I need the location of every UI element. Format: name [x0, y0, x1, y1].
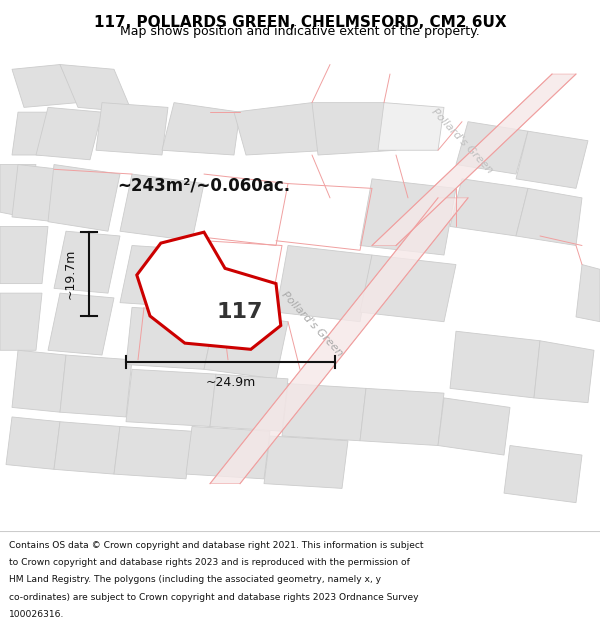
Polygon shape: [0, 226, 48, 284]
Polygon shape: [276, 246, 372, 322]
Polygon shape: [360, 255, 456, 322]
Text: Map shows position and indicative extent of the property.: Map shows position and indicative extent…: [120, 26, 480, 39]
Polygon shape: [12, 64, 78, 108]
Polygon shape: [438, 398, 510, 455]
Polygon shape: [450, 179, 528, 236]
Polygon shape: [210, 374, 288, 431]
Polygon shape: [372, 74, 576, 246]
Polygon shape: [0, 164, 36, 217]
Text: 117: 117: [217, 302, 263, 322]
Polygon shape: [0, 293, 42, 350]
Polygon shape: [54, 422, 120, 474]
Polygon shape: [360, 179, 456, 255]
Text: ~19.7m: ~19.7m: [64, 249, 77, 299]
Text: 117, POLLARDS GREEN, CHELMSFORD, CM2 6UX: 117, POLLARDS GREEN, CHELMSFORD, CM2 6UX: [94, 16, 506, 31]
Polygon shape: [282, 384, 366, 441]
Polygon shape: [60, 64, 132, 112]
Text: ~243m²/~0.060ac.: ~243m²/~0.060ac.: [117, 177, 290, 195]
Polygon shape: [60, 355, 132, 417]
Polygon shape: [12, 350, 66, 413]
Polygon shape: [456, 122, 528, 174]
Polygon shape: [48, 293, 114, 355]
Polygon shape: [516, 131, 588, 188]
Polygon shape: [162, 102, 240, 155]
Text: HM Land Registry. The polygons (including the associated geometry, namely x, y: HM Land Registry. The polygons (includin…: [9, 575, 381, 584]
Polygon shape: [120, 246, 204, 308]
Text: 100026316.: 100026316.: [9, 610, 64, 619]
Polygon shape: [450, 331, 540, 398]
Polygon shape: [210, 198, 468, 484]
Polygon shape: [534, 341, 594, 402]
Polygon shape: [360, 388, 444, 446]
Polygon shape: [186, 426, 270, 479]
Polygon shape: [264, 436, 348, 488]
Polygon shape: [516, 188, 582, 246]
Text: ~24.9m: ~24.9m: [205, 376, 256, 389]
Polygon shape: [6, 417, 60, 469]
Polygon shape: [48, 164, 120, 231]
Text: Pollard's Green: Pollard's Green: [430, 106, 494, 175]
Text: to Crown copyright and database rights 2023 and is reproduced with the permissio: to Crown copyright and database rights 2…: [9, 558, 410, 567]
Polygon shape: [378, 102, 444, 150]
Polygon shape: [54, 231, 120, 293]
Polygon shape: [12, 164, 60, 222]
Polygon shape: [36, 107, 102, 160]
Text: co-ordinates) are subject to Crown copyright and database rights 2023 Ordnance S: co-ordinates) are subject to Crown copyr…: [9, 592, 419, 602]
Polygon shape: [126, 369, 216, 426]
Polygon shape: [96, 102, 168, 155]
Polygon shape: [137, 232, 281, 349]
Polygon shape: [126, 308, 216, 369]
Polygon shape: [120, 174, 204, 241]
Polygon shape: [504, 446, 582, 503]
Polygon shape: [12, 112, 48, 155]
Polygon shape: [114, 426, 192, 479]
Polygon shape: [204, 312, 288, 379]
Polygon shape: [312, 102, 396, 155]
Text: Contains OS data © Crown copyright and database right 2021. This information is : Contains OS data © Crown copyright and d…: [9, 541, 424, 549]
Text: Pollard's Green: Pollard's Green: [280, 290, 344, 358]
Polygon shape: [576, 264, 600, 322]
Polygon shape: [234, 102, 330, 155]
